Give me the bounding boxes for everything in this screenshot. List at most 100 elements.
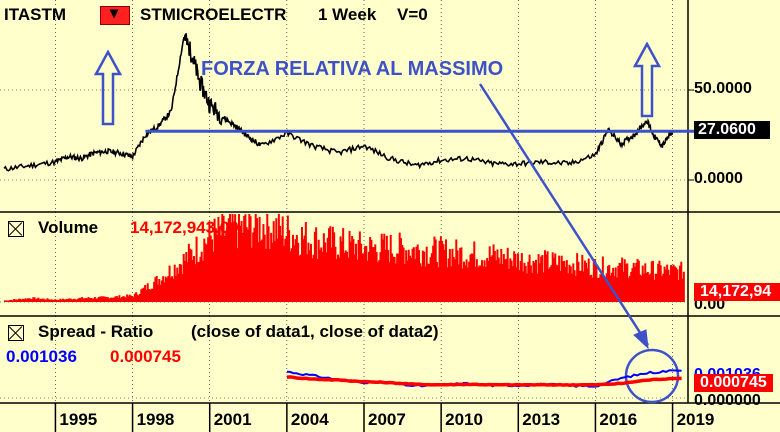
volume-bar	[641, 265, 644, 302]
volume-bar	[157, 284, 159, 302]
volume-bar	[59, 298, 62, 302]
price-tick-50: 50.0000	[694, 80, 752, 97]
volume-bar	[392, 256, 395, 302]
volume-bar	[58, 300, 60, 302]
volume-bar	[677, 280, 680, 302]
volume-bar	[110, 297, 113, 302]
volume-bar	[501, 264, 504, 302]
volume-bar	[509, 258, 512, 302]
volume-bar	[281, 216, 284, 302]
volume-bar	[118, 295, 121, 302]
volume-bar	[631, 268, 634, 302]
volume-bar	[153, 281, 156, 302]
volume-bar	[328, 228, 330, 302]
volume-bar	[554, 253, 557, 302]
volume-bar	[343, 253, 346, 302]
volume-bar	[335, 258, 338, 302]
close-spread-panel-icon[interactable]	[8, 325, 24, 341]
volume-bar	[618, 262, 621, 302]
volume-bar	[82, 298, 85, 302]
spread-title: Spread - Ratio	[38, 322, 154, 341]
volume-bar	[193, 256, 195, 302]
up-arrow-right-icon	[632, 41, 662, 118]
volume-bar	[598, 277, 600, 302]
volume-bar	[592, 261, 595, 302]
volume-bar	[468, 261, 471, 302]
volume-bar	[290, 248, 293, 302]
volume-bar	[355, 243, 357, 302]
volume-bar	[214, 228, 217, 302]
volume-bar	[410, 257, 413, 302]
volume-bar	[133, 293, 136, 302]
volume-bar	[619, 263, 622, 302]
volume-bar	[630, 271, 633, 302]
volume-bar	[135, 292, 138, 302]
volume-bar	[603, 277, 606, 302]
volume-bar	[106, 297, 109, 302]
volume-bar	[4, 300, 6, 302]
volume-bar	[173, 264, 176, 302]
volume-bar	[405, 250, 408, 302]
volume-bar	[393, 256, 396, 302]
volume-bar	[653, 280, 656, 302]
volume-bar	[506, 247, 509, 302]
volume-bar	[142, 287, 145, 302]
volume-bar	[41, 298, 44, 302]
volume-bar	[149, 289, 152, 302]
volume-bar	[288, 230, 291, 302]
volume-bar	[78, 297, 81, 302]
volume-bar	[139, 293, 141, 302]
volume-bar	[293, 245, 296, 302]
volume-bar	[340, 241, 343, 302]
volume-bar	[169, 277, 172, 302]
volume-bar	[361, 253, 364, 302]
x-tick-label-2001: 2001	[214, 410, 252, 429]
volume-bar	[457, 264, 460, 302]
volume-bar	[573, 270, 576, 302]
symbol-marker-button[interactable]	[100, 6, 130, 25]
volume-bar	[207, 237, 210, 302]
volume-bar	[666, 264, 669, 302]
volume-bar	[569, 266, 572, 302]
volume-bar	[164, 276, 167, 302]
volume-bar	[346, 251, 348, 302]
volume-bar	[32, 297, 35, 302]
volume-bar	[218, 226, 221, 302]
volume-bar	[586, 268, 589, 302]
volume-bar	[661, 276, 663, 302]
volume-last-value: 14,172,94	[694, 283, 780, 301]
x-tick-label-1998: 1998	[137, 410, 175, 429]
volume-bar	[235, 231, 238, 302]
volume-bar	[448, 249, 451, 302]
volume-bar	[625, 264, 627, 302]
x-tick-label-2010: 2010	[445, 410, 483, 429]
volume-bar	[514, 253, 517, 302]
volume-bar	[148, 289, 150, 302]
volume-bar	[477, 267, 480, 302]
close-volume-panel-icon[interactable]	[8, 221, 24, 237]
volume-bar	[461, 268, 464, 302]
volume-bar	[329, 226, 332, 302]
volume-bar	[517, 253, 519, 302]
annotation-pointer-head	[633, 329, 649, 350]
volume-bar	[362, 253, 365, 302]
volume-bar	[302, 239, 305, 302]
volume-bar	[127, 296, 130, 302]
volume-bar	[349, 241, 352, 302]
volume-bar	[576, 253, 579, 302]
volume-bar	[589, 275, 591, 302]
volume-bar	[103, 296, 105, 302]
volume-bar	[644, 263, 647, 302]
volume-bar	[67, 299, 69, 302]
volume-bar	[320, 247, 323, 302]
volume-bar	[628, 275, 631, 302]
volume-bar	[571, 273, 573, 302]
volume-bar	[472, 253, 474, 302]
volume-bar	[672, 264, 675, 302]
volume-bar	[249, 216, 252, 302]
volume-bar	[271, 242, 274, 302]
volume-bar	[365, 245, 368, 302]
volume-bar	[645, 272, 648, 302]
volume-bar	[92, 298, 95, 302]
volume-bar	[637, 260, 640, 302]
